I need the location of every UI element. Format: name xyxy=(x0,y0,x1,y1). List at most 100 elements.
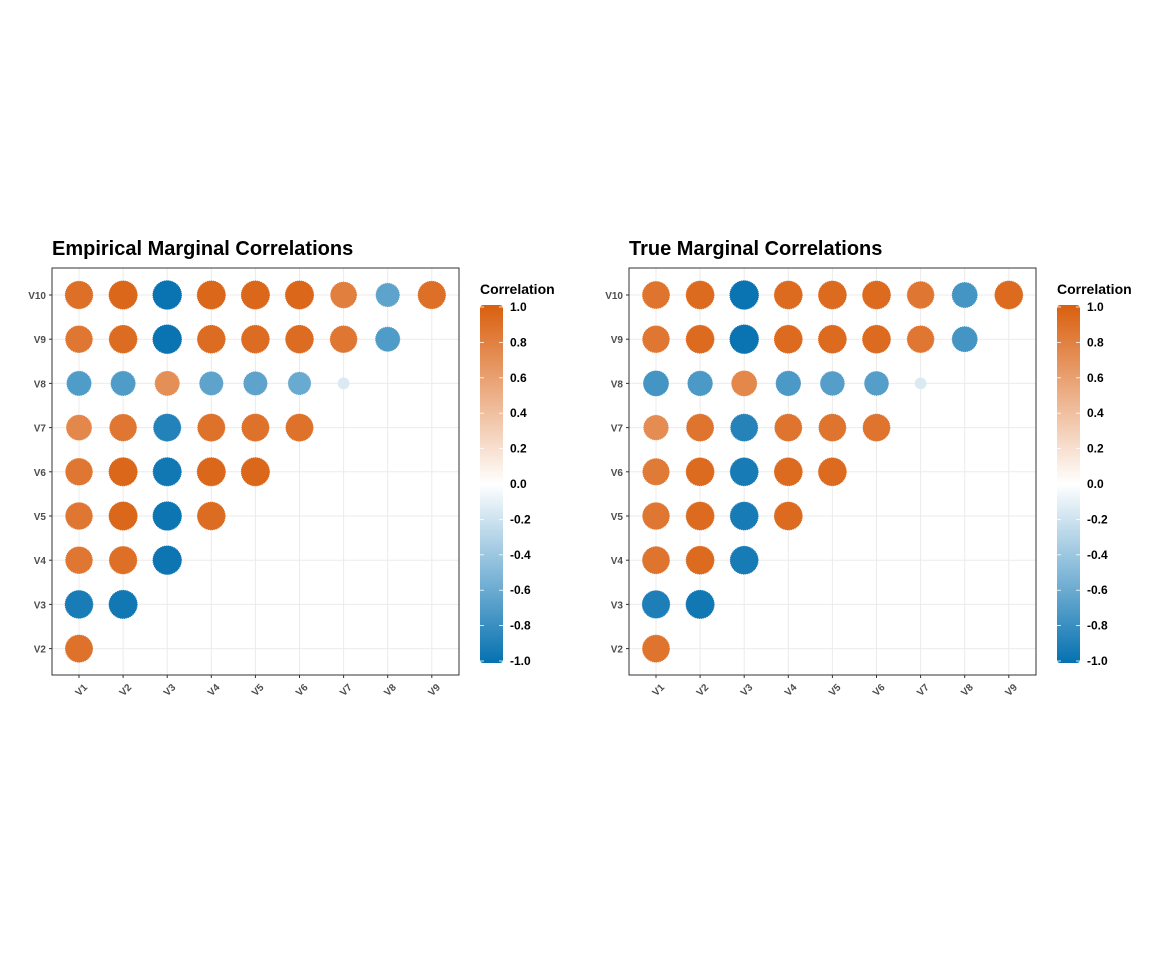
correlation-circle-v7-v1 xyxy=(643,414,669,441)
x-tick-label: V4 xyxy=(783,682,800,699)
y-tick-label: V2 xyxy=(34,645,47,656)
correlation-circle-v10-v7 xyxy=(906,281,935,309)
correlation-circle-v8-v4 xyxy=(775,370,802,397)
legend-tick-label: -1.0 xyxy=(1087,654,1108,668)
correlation-circle-v8-v3 xyxy=(731,370,758,397)
true-correlation-plot: V10 V9 V8 V7 V6 V5 V4 V3 V2 V1 V2 V3 V4 V5 V6 V7 V8 V9 1.0… xyxy=(605,267,1108,699)
correlation-circle-v9-v6 xyxy=(862,324,891,354)
correlation-circle-v5-v1 xyxy=(65,502,93,530)
correlation-circle-v3-v1 xyxy=(64,590,94,619)
y-tick-label: V9 xyxy=(34,335,47,346)
correlation-circle-v5-v3 xyxy=(729,501,759,531)
x-tick-label: V1 xyxy=(74,682,91,699)
correlation-circle-v8-v1 xyxy=(66,370,92,396)
legend-tick-label: -0.8 xyxy=(510,619,531,633)
correlation-circle-v7-v4 xyxy=(197,413,226,442)
correlation-circle-v8-v5 xyxy=(820,371,845,396)
correlation-circle-v9-v4 xyxy=(773,324,803,354)
correlation-circle-v8-v7 xyxy=(914,377,927,390)
legend-title: Correlation xyxy=(480,281,555,297)
y-tick-label: V10 xyxy=(28,291,46,302)
correlation-circle-v8-v5 xyxy=(243,371,268,396)
correlation-circle-v4-v3 xyxy=(152,545,182,575)
correlation-circle-v9-v8 xyxy=(951,326,978,353)
legend-tick-label: 1.0 xyxy=(510,300,527,314)
correlation-circle-v9-v3 xyxy=(729,324,759,354)
x-tick-label: V6 xyxy=(871,682,888,699)
x-tick-label: V8 xyxy=(382,682,399,699)
correlation-circle-v8-v1 xyxy=(643,370,669,397)
legend-tick-label: 0.8 xyxy=(510,335,527,349)
correlation-circle-v4-v1 xyxy=(65,546,93,574)
legend-tick-label: 0.2 xyxy=(510,442,527,456)
legend-title: Correlation xyxy=(1057,281,1132,297)
chart-title: Empirical Marginal Correlations xyxy=(52,238,354,260)
correlation-circle-v5-v2 xyxy=(685,501,715,531)
correlation-circle-v6-v4 xyxy=(196,457,226,487)
correlation-circle-v6-v1 xyxy=(65,458,93,486)
correlation-circle-v4-v1 xyxy=(642,546,670,575)
correlation-circle-v6-v1 xyxy=(642,458,670,486)
correlation-circle-v7-v3 xyxy=(153,413,182,442)
legend-colorbar xyxy=(1057,305,1080,663)
correlation-circle-v4-v2 xyxy=(685,545,715,575)
x-tick-label: V5 xyxy=(250,682,267,699)
correlation-circle-v10-v3 xyxy=(729,280,759,310)
correlation-circle-v5-v2 xyxy=(108,501,138,531)
x-tick-label: V9 xyxy=(1003,682,1020,699)
correlation-circle-v3-v2 xyxy=(108,589,138,619)
y-tick-label: V7 xyxy=(34,424,47,435)
correlation-circle-v9-v5 xyxy=(818,324,847,354)
y-tick-label: V8 xyxy=(611,379,624,390)
correlation-circle-v9-v6 xyxy=(285,324,314,354)
correlation-circle-v9-v3 xyxy=(152,324,182,354)
correlation-circle-v7-v5 xyxy=(241,413,270,442)
correlation-circle-v8-v6 xyxy=(864,371,889,396)
empirical-correlation-plot: V10 V9 V8 V7 V6 V5 V4 V3 V2 V1 V2 V3 V4 V5 V6 V7 V8 V9 1.0… xyxy=(28,267,531,699)
correlation-circle-v10-v6 xyxy=(862,280,891,310)
y-tick-label: V5 xyxy=(34,512,47,523)
legend-tick-label: 0.0 xyxy=(1087,477,1104,491)
legend-tick-label: 0.8 xyxy=(1087,335,1104,349)
correlation-circle-v2-v1 xyxy=(642,634,670,663)
x-tick-label: V2 xyxy=(695,682,712,699)
correlation-circle-v8-v2 xyxy=(687,370,713,397)
x-tick-label: V9 xyxy=(426,682,443,699)
legend-tick-label: 0.6 xyxy=(510,371,527,385)
correlation-circle-v10-v3 xyxy=(152,280,182,310)
correlation-circle-v7-v2 xyxy=(109,413,137,442)
correlation-circle-v10-v4 xyxy=(773,280,803,310)
legend-tick-label: -1.0 xyxy=(510,654,531,668)
correlation-circle-v8-v3 xyxy=(154,370,180,396)
y-tick-label: V9 xyxy=(611,335,624,346)
legend-tick-label: 0.6 xyxy=(1087,371,1104,385)
legend-tick-label: 1.0 xyxy=(1087,300,1104,314)
correlation-circle-v10-v6 xyxy=(284,280,315,310)
correlation-circle-v9-v5 xyxy=(241,324,270,354)
x-tick-label: V3 xyxy=(739,682,756,699)
x-tick-label: V5 xyxy=(827,682,844,699)
correlation-circle-v10-v5 xyxy=(818,280,847,310)
correlation-circle-v6-v5 xyxy=(818,457,847,487)
correlation-circle-v8-v6 xyxy=(287,371,312,396)
x-tick-label: V4 xyxy=(206,682,223,699)
x-tick-label: V1 xyxy=(651,682,668,699)
legend-tick-label: -0.6 xyxy=(510,583,531,597)
correlation-circle-v6-v3 xyxy=(152,457,182,487)
correlation-circle-v3-v2 xyxy=(685,589,715,619)
y-tick-label: V4 xyxy=(611,556,624,567)
legend-tick-label: -0.8 xyxy=(1087,619,1108,633)
true-correlation-panel: True Marginal Correlations V10 V9 V8 V7 V6 V5… xyxy=(577,230,1137,710)
correlation-circle-v7-v4 xyxy=(774,413,803,442)
correlation-circle-v10-v9 xyxy=(994,280,1024,310)
y-tick-label: V4 xyxy=(34,556,47,567)
y-tick-label: V2 xyxy=(611,645,624,656)
y-tick-label: V3 xyxy=(34,600,47,611)
correlation-circle-v10-v8 xyxy=(375,282,400,308)
correlation-circle-v9-v7 xyxy=(906,325,935,353)
correlation-circle-v7-v2 xyxy=(686,413,715,442)
correlation-circle-v9-v8 xyxy=(375,326,401,352)
legend-colorbar xyxy=(480,305,503,663)
y-tick-label: V10 xyxy=(605,291,623,302)
correlation-circle-v7-v1 xyxy=(66,414,92,441)
